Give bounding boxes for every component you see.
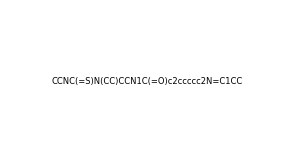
Text: CCNC(=S)N(CC)CCN1C(=O)c2ccccc2N=C1CC: CCNC(=S)N(CC)CCN1C(=O)c2ccccc2N=C1CC bbox=[52, 77, 243, 86]
